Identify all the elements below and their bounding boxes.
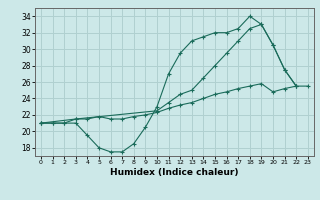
X-axis label: Humidex (Indice chaleur): Humidex (Indice chaleur) — [110, 168, 239, 177]
